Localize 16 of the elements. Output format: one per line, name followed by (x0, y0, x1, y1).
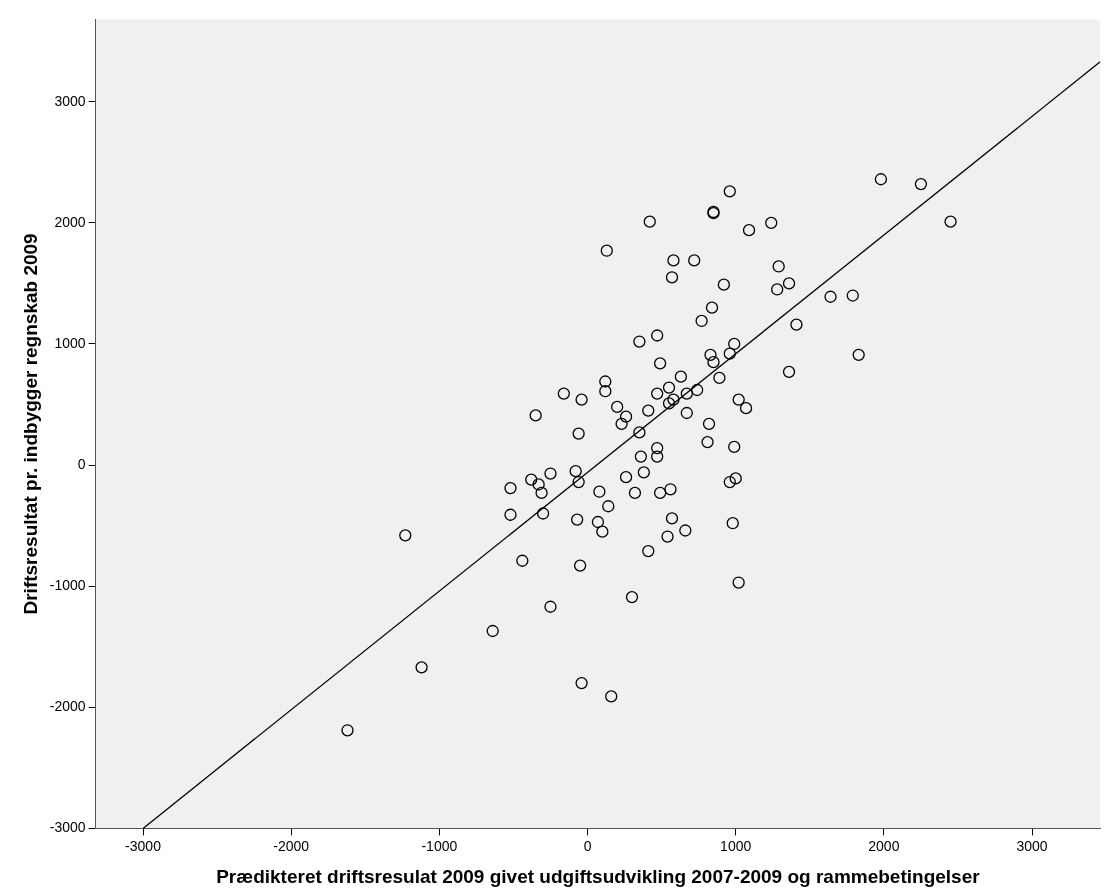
x-tick-label: 3000 (1016, 837, 1048, 854)
y-tick-label: 2000 (54, 213, 86, 230)
x-tick-label: 0 (583, 837, 592, 854)
y-tick-label: -2000 (49, 698, 86, 715)
y-tick-label: -1000 (49, 577, 86, 594)
x-axis-title: Prædikteret driftsresulat 2009 givet udgiftsudvikling 2007-2009 og rammebetingelser (216, 865, 981, 887)
x-tick-label: 1000 (720, 837, 752, 854)
x-tick-label: -3000 (125, 837, 162, 854)
y-tick-label: -3000 (49, 819, 86, 836)
x-tick-label: -1000 (421, 837, 458, 854)
y-tick-label: 0 (77, 455, 86, 472)
x-tick-label: 2000 (868, 837, 900, 854)
y-tick-label: 1000 (54, 334, 86, 351)
y-axis-title: Driftsresultat pr. indbygger regnskab 2009 (19, 233, 41, 615)
y-tick-label: 3000 (54, 92, 86, 109)
x-tick-label: -2000 (273, 837, 310, 854)
